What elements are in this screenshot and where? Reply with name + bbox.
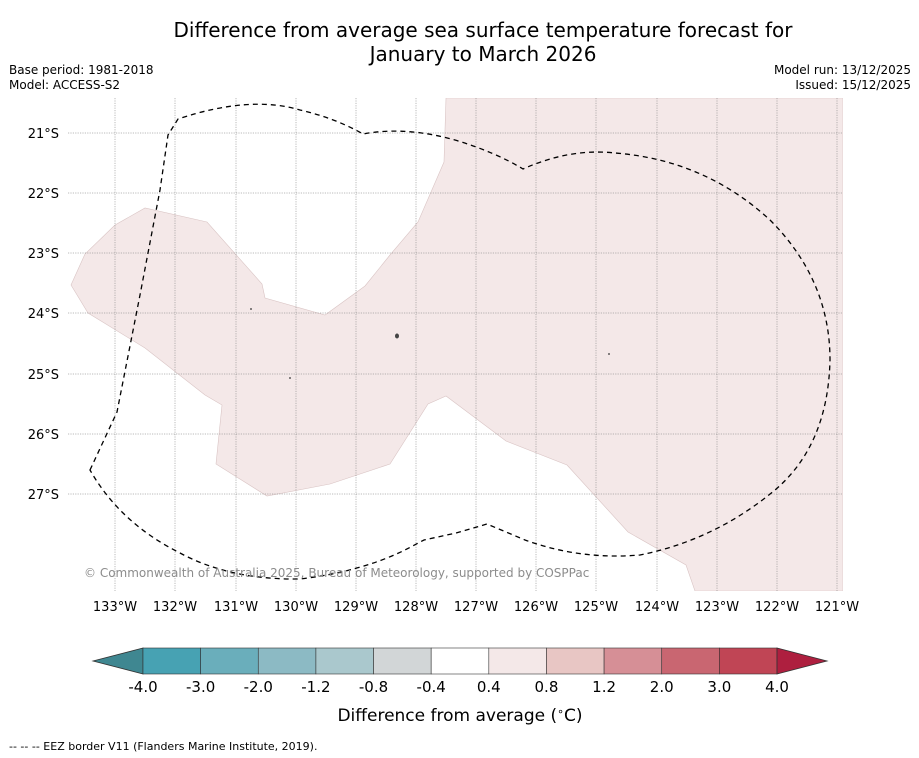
lon-label: 132°W xyxy=(153,600,197,615)
colorbar-under-arrow xyxy=(91,647,144,675)
lon-label: 121°W xyxy=(815,600,859,615)
lon-label: 129°W xyxy=(334,600,378,615)
title-line-2: January to March 2026 xyxy=(369,42,597,66)
map-panel: © Commonwealth of Australia 2025, Bureau… xyxy=(68,98,843,591)
lon-label: 127°W xyxy=(454,600,498,615)
colorbar-block xyxy=(719,647,778,675)
colorbar-tick-label: -0.8 xyxy=(359,678,388,696)
issued-text: Issued: 15/12/2025 xyxy=(795,78,911,92)
lat-axis-labels: 21°S 22°S 23°S 24°S 25°S 26°S 27°S xyxy=(28,127,59,503)
colorbar-tick-label: -0.4 xyxy=(417,678,446,696)
lon-gridlines xyxy=(114,98,838,591)
eez-border xyxy=(89,103,831,580)
title-line-1: Difference from average sea surface temp… xyxy=(173,18,793,42)
colorbar-block xyxy=(603,647,663,675)
lon-label: 126°W xyxy=(514,600,558,615)
colorbar-block xyxy=(661,647,720,675)
lat-label: 22°S xyxy=(28,187,59,202)
colorbar-block xyxy=(142,647,201,675)
colorbar-block xyxy=(430,647,490,675)
colorbar-tick-label: -3.0 xyxy=(186,678,215,696)
island xyxy=(289,377,291,379)
meta-right: Model run: 13/12/2025 Issued: 15/12/2025 xyxy=(774,63,911,93)
meta-left: Base period: 1981-2018 Model: ACCESS-S2 xyxy=(9,63,154,93)
colorbar-unit-symbol: ∘ xyxy=(557,705,564,718)
colorbar-tick-label: 1.2 xyxy=(592,678,616,696)
islands xyxy=(250,308,610,379)
colorbar-unit-letter: C) xyxy=(564,706,583,726)
island xyxy=(250,308,252,310)
colorbar-block xyxy=(257,647,317,675)
lon-label: 124°W xyxy=(635,600,679,615)
lon-label: 130°W xyxy=(274,600,318,615)
copyright-text: © Commonwealth of Australia 2025, Bureau… xyxy=(84,566,589,580)
colorbar-tick-label: -4.0 xyxy=(128,678,157,696)
colorbar-tick-labels: -4.0 -3.0 -2.0 -1.2 -0.8 -0.4 0.4 0.8 1.2 2.0 3.0 4… xyxy=(128,678,789,696)
island xyxy=(395,333,399,339)
model-text: Model: ACCESS-S2 xyxy=(9,78,121,92)
colorbar: -4.0 -3.0 -2.0 -1.2 -0.8 -0.4 0.4 0.8 1.2 2.0 3.0 4… xyxy=(91,647,829,726)
colorbar-block xyxy=(200,647,259,675)
colorbar-block xyxy=(373,647,432,675)
lon-label: 123°W xyxy=(695,600,739,615)
model-run-text: Model run: 13/12/2025 xyxy=(773,63,911,77)
anomaly-region xyxy=(70,98,843,591)
lat-label: 25°S xyxy=(28,368,59,383)
colorbar-tick-label: -2.0 xyxy=(244,678,273,696)
lat-label: 24°S xyxy=(28,307,59,322)
lon-label: 133°W xyxy=(93,600,137,615)
colorbar-tick-label: 0.4 xyxy=(477,678,501,696)
lon-label: 125°W xyxy=(574,600,618,615)
colorbar-tick-label: -1.2 xyxy=(301,678,330,696)
colorbar-blocks xyxy=(142,647,778,675)
lon-label: 131°W xyxy=(214,600,258,615)
lat-label: 26°S xyxy=(28,428,59,443)
chart-title: Difference from average sea surface temp… xyxy=(0,18,919,66)
colorbar-over-arrow xyxy=(776,647,829,675)
island xyxy=(608,353,610,355)
colorbar-block xyxy=(488,647,547,675)
lat-label: 23°S xyxy=(28,247,59,262)
colorbar-label-text: Difference from average ( xyxy=(337,706,557,726)
colorbar-tick-label: 3.0 xyxy=(707,678,731,696)
colorbar-tick-label: 4.0 xyxy=(765,678,789,696)
footnote: -- -- -- EEZ border V11 (Flanders Marine… xyxy=(9,740,318,753)
lon-axis-labels: 133°W 132°W 131°W 130°W 129°W 128°W 127°… xyxy=(93,600,859,615)
colorbar-block xyxy=(546,647,605,675)
lon-label: 128°W xyxy=(394,600,438,615)
lon-label: 122°W xyxy=(755,600,799,615)
base-period-text: Base period: 1981-2018 xyxy=(9,63,154,77)
lat-label: 27°S xyxy=(28,488,59,503)
colorbar-label: Difference from average (∘C) xyxy=(337,705,582,726)
colorbar-tick-label: 2.0 xyxy=(650,678,674,696)
colorbar-block xyxy=(315,647,374,675)
lat-label: 21°S xyxy=(28,127,59,142)
lat-gridlines xyxy=(68,132,843,495)
colorbar-tick-label: 0.8 xyxy=(535,678,559,696)
